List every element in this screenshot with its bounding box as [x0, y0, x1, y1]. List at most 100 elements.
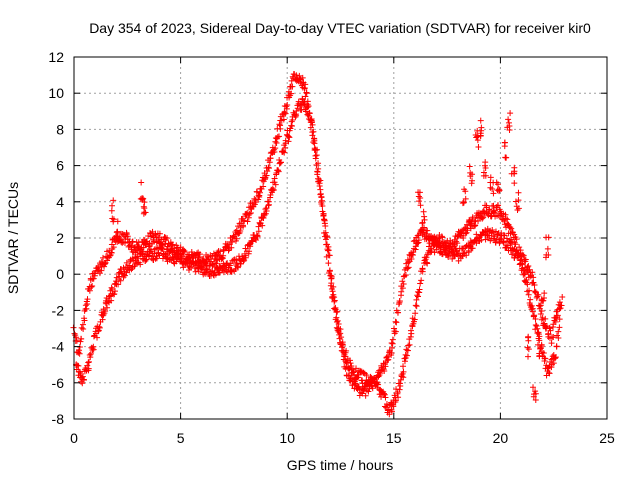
y-axis-label: SDTVAR / TECUs: [5, 182, 21, 294]
data-point: [346, 366, 353, 373]
data-point: [512, 198, 519, 205]
data-point: [228, 244, 235, 251]
data-point: [496, 187, 503, 194]
data-point: [405, 259, 412, 266]
data-point: [489, 226, 496, 233]
data-point: [272, 145, 279, 152]
data-point: [319, 197, 326, 204]
data-point: [466, 163, 473, 170]
data-point: [417, 280, 424, 287]
data-point: [483, 202, 490, 209]
data-point: [390, 403, 397, 410]
data-point: [556, 316, 563, 323]
data-point: [545, 330, 552, 337]
data-point: [381, 391, 388, 398]
data-point: [307, 124, 314, 131]
data-point: [558, 302, 565, 309]
data-point: [537, 345, 544, 352]
data-point: [280, 116, 287, 123]
data-point: [153, 255, 160, 262]
data-point: [433, 246, 440, 253]
data-point: [511, 180, 518, 187]
data-point: [76, 347, 83, 354]
data-point: [399, 285, 406, 292]
data-point: [139, 250, 146, 257]
data-point: [254, 188, 261, 195]
data-point: [532, 316, 539, 323]
data-point: [545, 369, 552, 376]
data-point: [324, 247, 331, 254]
data-point: [555, 328, 562, 335]
data-point: [193, 250, 200, 257]
data-point: [467, 225, 474, 232]
data-point: [399, 278, 406, 285]
data-point: [525, 333, 532, 340]
data-point: [552, 354, 559, 361]
data-point: [521, 271, 528, 278]
data-point: [559, 293, 566, 300]
data-point: [462, 195, 469, 202]
data-point: [439, 234, 446, 241]
data-point: [382, 394, 389, 401]
x-tick-label: 25: [599, 430, 615, 446]
data-point: [421, 224, 428, 231]
data-point: [283, 103, 290, 110]
data-point: [185, 267, 192, 274]
data-point: [84, 296, 91, 303]
data-point: [412, 302, 419, 309]
data-point: [495, 202, 502, 209]
data-point: [416, 286, 423, 293]
data-point: [408, 330, 415, 337]
data-point: [552, 355, 559, 362]
data-point: [532, 388, 539, 395]
data-point: [406, 341, 413, 348]
data-point: [447, 243, 454, 250]
data-point: [293, 72, 300, 79]
data-point: [552, 318, 559, 325]
data-point: [502, 215, 509, 222]
data-point: [490, 229, 497, 236]
data-point: [513, 236, 520, 243]
data-point: [419, 219, 426, 226]
data-point: [111, 288, 118, 295]
data-point: [164, 235, 171, 242]
data-point: [424, 260, 431, 267]
data-point: [333, 318, 340, 325]
data-point: [293, 107, 300, 114]
data-point: [517, 257, 524, 264]
data-point: [312, 155, 319, 162]
data-point: [440, 242, 447, 249]
data-point: [404, 265, 411, 272]
data-point: [81, 317, 88, 324]
data-point: [423, 254, 430, 261]
data-point: [393, 319, 400, 326]
data-point: [421, 213, 428, 220]
data-point: [114, 218, 121, 225]
data-point: [282, 137, 289, 144]
data-point: [266, 159, 273, 166]
data-point: [313, 162, 320, 169]
data-point: [320, 230, 327, 237]
data-point: [495, 181, 502, 188]
data-point: [271, 175, 278, 182]
data-point: [87, 350, 94, 357]
data-point: [129, 238, 136, 245]
data-point: [185, 255, 192, 262]
data-point: [255, 228, 262, 235]
data-point: [359, 390, 366, 397]
data-point: [343, 347, 350, 354]
data-point: [181, 247, 188, 254]
data-point: [156, 230, 163, 237]
data-point: [402, 271, 409, 278]
y-tick-label: 4: [56, 194, 64, 210]
data-point: [550, 333, 557, 340]
data-point: [400, 363, 407, 370]
y-tick-label: 12: [48, 49, 64, 65]
data-point: [442, 247, 449, 254]
data-point: [417, 202, 424, 209]
data-point: [533, 294, 540, 301]
data-point: [413, 296, 420, 303]
data-point: [537, 311, 544, 318]
data-point: [503, 235, 510, 242]
data-point: [133, 247, 140, 254]
